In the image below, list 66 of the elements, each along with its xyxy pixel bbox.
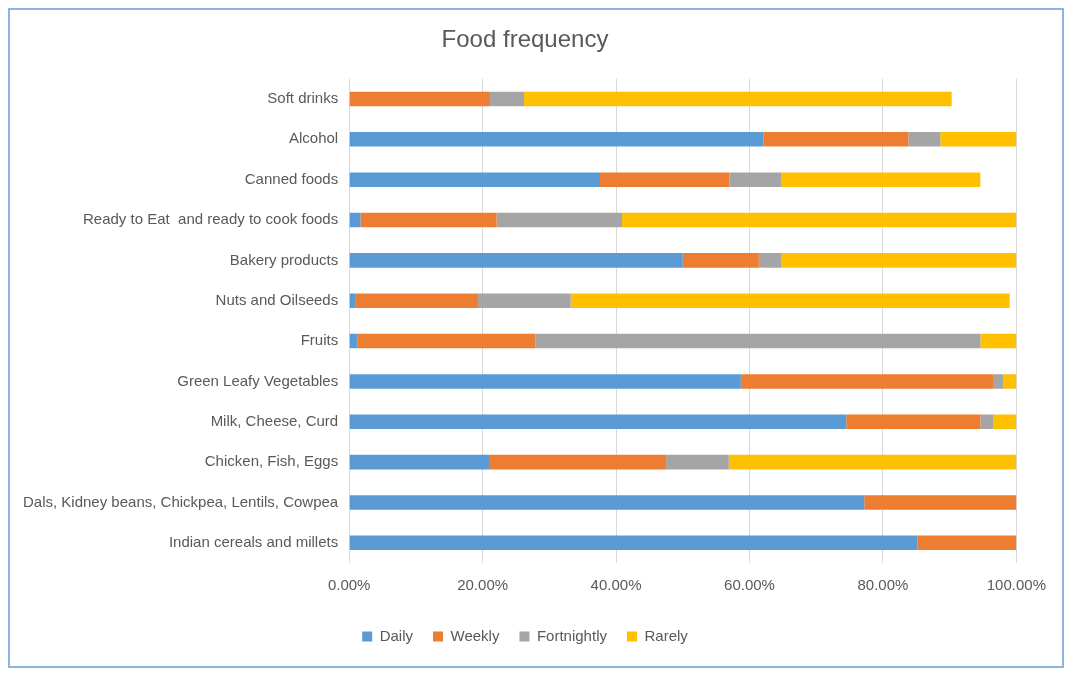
chart-title: Food frequency [441, 25, 609, 53]
bar [908, 132, 941, 147]
bar [729, 172, 782, 187]
y-tick-label: Alcohol [288, 129, 339, 147]
x-tick-label: 100.00% [986, 576, 1046, 594]
bar [600, 172, 730, 187]
bar [496, 212, 623, 228]
bar [349, 535, 918, 551]
bar [758, 253, 782, 268]
bar [846, 414, 981, 430]
bar [570, 293, 1010, 308]
y-tick-label: Indian cereals and millets [168, 532, 339, 550]
legend-label: Rarely [644, 626, 689, 644]
x-tick-label: 80.00% [857, 576, 909, 594]
bar [682, 253, 759, 268]
bar [781, 172, 981, 187]
bar [349, 333, 358, 349]
y-tick-label: Canned foods [244, 169, 339, 187]
bar [993, 414, 1017, 430]
bar [349, 374, 741, 389]
bar [349, 414, 847, 430]
bar [523, 91, 952, 107]
bar [917, 535, 1017, 551]
bar [349, 91, 490, 107]
y-tick-label: Green Leafy Vegetables [177, 371, 339, 389]
y-tick-label: Chicken, Fish, Eggs [204, 452, 339, 470]
bar [622, 212, 1017, 228]
y-tick-label: Fruits [300, 331, 339, 349]
legend-label: Weekly [450, 626, 500, 644]
y-tick-label: Ready to Eat and ready to cook foods [83, 210, 339, 228]
bar [666, 454, 729, 470]
bar [993, 374, 1004, 389]
bar [740, 374, 994, 389]
bar [477, 293, 571, 308]
y-tick-label: Soft drinks [267, 89, 339, 107]
bar [489, 454, 667, 470]
bar [349, 172, 601, 187]
bar [980, 414, 994, 430]
bar [349, 212, 361, 228]
y-tick-label: Nuts and Oilseeds [215, 290, 339, 308]
bar [355, 293, 478, 308]
x-tick-label: 60.00% [724, 576, 775, 594]
bar [489, 91, 524, 107]
legend-label: Fortnightly [536, 626, 608, 644]
bar [980, 333, 1017, 349]
bar [357, 333, 536, 349]
legend-label: Daily [379, 626, 414, 644]
bar [349, 454, 490, 470]
y-tick-label: Dals, Kidney beans, Chickpea, Lentils, Cowpea [22, 492, 339, 510]
bar [349, 132, 764, 147]
bar [349, 253, 683, 268]
bar [864, 495, 1017, 510]
bar [349, 495, 865, 510]
y-tick-label: Milk, Cheese, Curd [210, 411, 339, 429]
bar [349, 293, 356, 308]
x-tick-label: 40.00% [590, 576, 642, 594]
bar [940, 132, 1017, 147]
x-tick-label: 0.00% [327, 576, 371, 594]
bar [360, 212, 497, 228]
bar [763, 132, 909, 147]
bar [535, 333, 981, 349]
y-tick-label: Bakery products [229, 250, 339, 268]
bar [781, 253, 1017, 268]
bar [1003, 374, 1017, 389]
x-tick-label: 20.00% [457, 576, 509, 594]
bar [728, 454, 1017, 470]
